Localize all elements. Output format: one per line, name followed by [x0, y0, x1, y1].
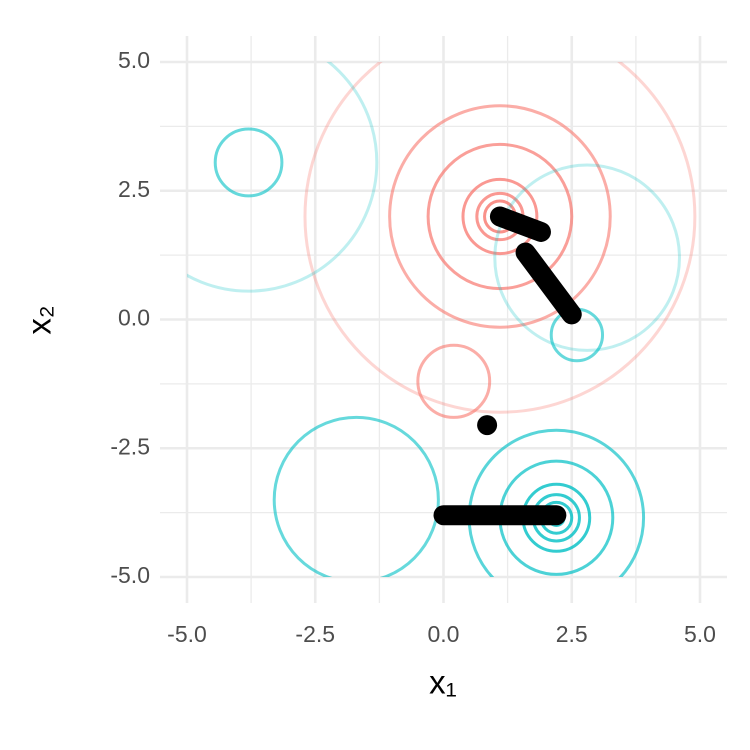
x-tick-label: -5.0 — [167, 621, 207, 647]
y-tick-label: 2.5 — [118, 176, 150, 202]
point — [477, 415, 498, 436]
paths — [433, 206, 582, 526]
y-tick-label: -2.5 — [110, 433, 150, 459]
y-axis-title: x₂ — [21, 305, 58, 334]
contour-line — [461, 177, 539, 256]
contour-line — [213, 127, 284, 198]
plot-area — [187, 62, 697, 577]
path-line — [489, 206, 551, 242]
contour-line — [388, 104, 612, 329]
contour-line — [493, 163, 681, 352]
x-tick-label: 0.0 — [428, 621, 460, 647]
x-tick-label: -2.5 — [295, 621, 335, 647]
x-tick-label: 5.0 — [684, 621, 716, 647]
contour-line — [426, 142, 574, 291]
contour-line — [416, 343, 492, 419]
path-line — [515, 242, 582, 325]
y-tick-label: -5.0 — [110, 562, 150, 588]
contour-line — [187, 62, 379, 293]
y-tick-label: 0.0 — [118, 305, 150, 331]
y-tick-label: 5.0 — [118, 47, 150, 73]
grid: -5.0 -2.5 0.0 2.5 5.0 -5.0 -2.5 0.0 2.5 5.0 — [110, 36, 727, 647]
x-tick-label: 2.5 — [556, 621, 588, 647]
contour-line — [272, 415, 440, 577]
x-axis-title: x₁ — [429, 664, 457, 701]
contour-line — [303, 62, 697, 414]
